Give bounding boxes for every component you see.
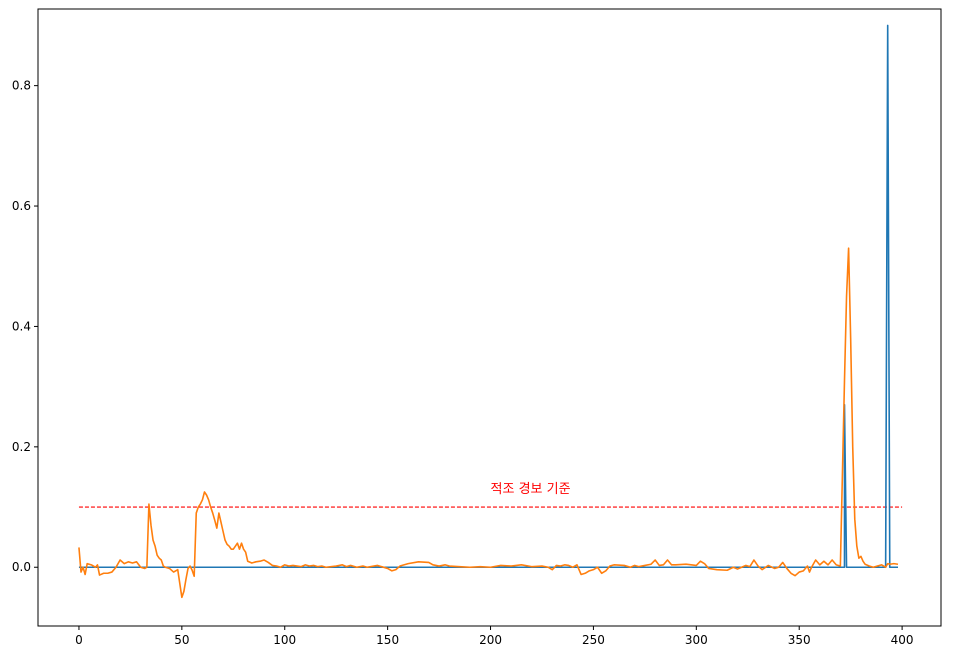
y-tick-label: 0.4 <box>12 319 31 333</box>
series-line-series-blue <box>78 24 898 569</box>
plot-area <box>38 9 941 626</box>
x-tick-label: 250 <box>582 633 605 647</box>
y-tick-label: 0.8 <box>12 79 31 93</box>
y-tick-label: 0.2 <box>12 440 31 454</box>
x-tick-label: 300 <box>685 633 708 647</box>
x-tick-label: 150 <box>376 633 399 647</box>
plot-layer <box>38 9 941 626</box>
plot-frame <box>37 8 942 627</box>
axes-layer: 0 50 100 150 200 250 300 350 400 0.0 0.2 0.4 0.6 0.8 <box>12 8 942 647</box>
series-line-series-orange <box>78 247 899 599</box>
x-tick-label: 400 <box>891 633 914 647</box>
annotation-label: 적조 경보 기준 <box>491 482 571 497</box>
y-tick-label: 0.0 <box>12 560 31 574</box>
x-tick-label: 200 <box>479 633 502 647</box>
x-tick-label: 100 <box>273 633 296 647</box>
x-tick-label: 0 <box>75 633 83 647</box>
annotation-layer: 적조 경보 기준 <box>491 482 571 497</box>
x-tick-label: 350 <box>788 633 811 647</box>
x-tick-label: 50 <box>174 633 189 647</box>
series-layer <box>78 24 899 599</box>
y-tick-label: 0.6 <box>12 199 31 213</box>
